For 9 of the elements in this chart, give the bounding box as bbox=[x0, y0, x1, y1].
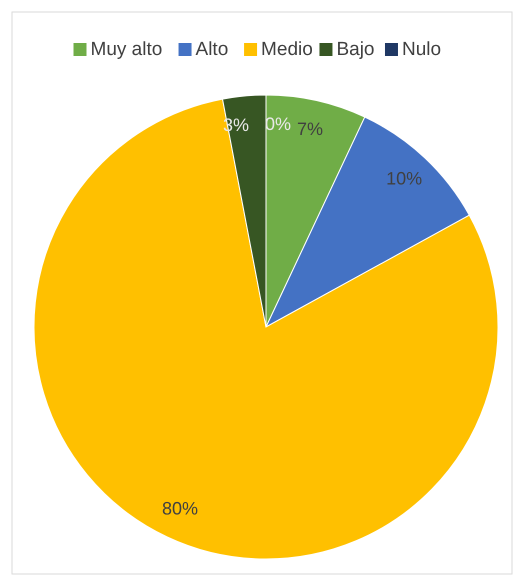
legend-label: Bajo bbox=[336, 39, 374, 60]
legend-label: Nulo bbox=[402, 39, 442, 60]
legend-label: Alto bbox=[196, 39, 228, 60]
legend-label: Medio bbox=[261, 39, 313, 60]
pie-slice bbox=[34, 98, 498, 560]
legend-label: Muy alto bbox=[90, 39, 162, 60]
data-label: 80% bbox=[162, 498, 198, 518]
data-label: 7% bbox=[297, 118, 324, 139]
data-label: 10% bbox=[386, 168, 422, 189]
